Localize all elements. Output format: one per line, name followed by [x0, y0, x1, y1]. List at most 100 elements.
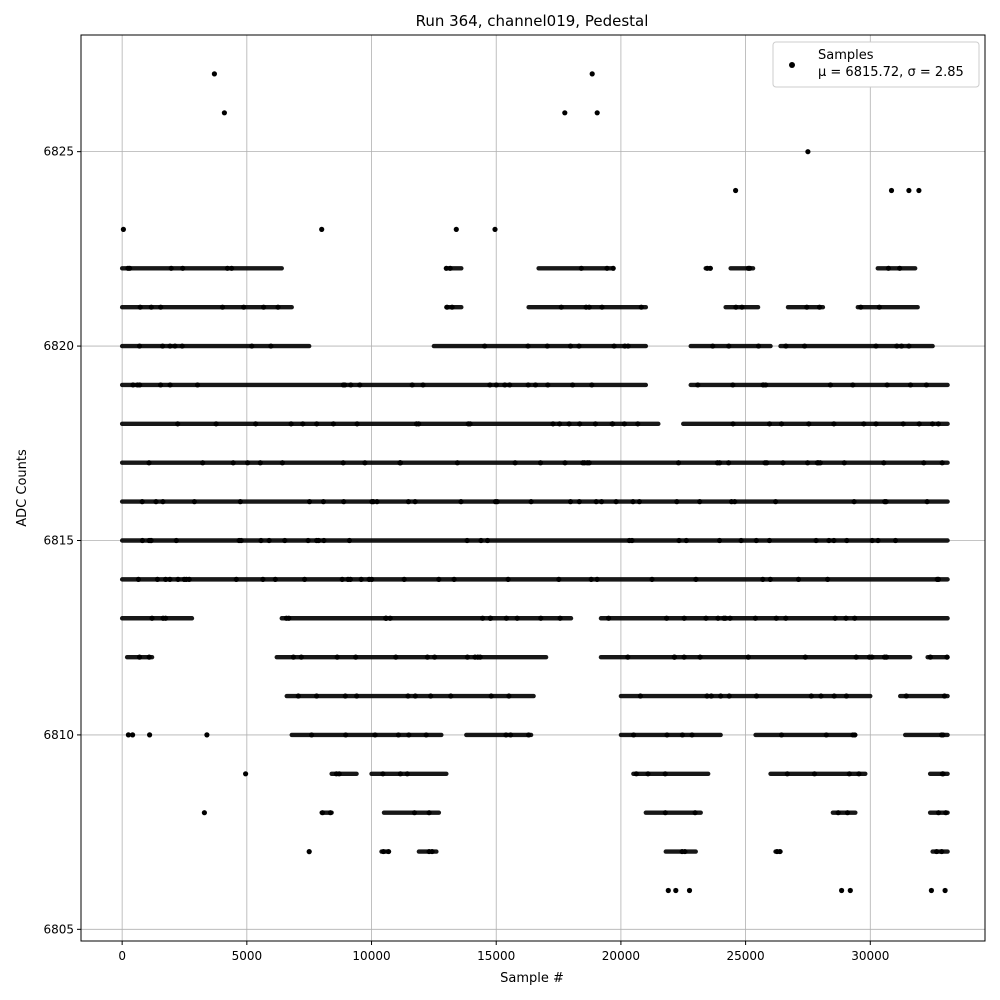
- data-point: [727, 615, 733, 621]
- x-axis-label: Sample #: [500, 971, 564, 986]
- data-point: [753, 537, 759, 544]
- data-point: [512, 460, 518, 466]
- data-point: [492, 226, 498, 232]
- data-point: [738, 537, 744, 544]
- data-point: [584, 460, 590, 466]
- data-point: [927, 654, 934, 660]
- data-point: [578, 265, 584, 271]
- data-point: [290, 654, 296, 660]
- data-point: [881, 460, 887, 466]
- data-point: [726, 343, 732, 349]
- data-point: [282, 537, 288, 544]
- data-point: [321, 537, 327, 544]
- data-point: [272, 576, 278, 582]
- data-point: [686, 887, 693, 894]
- data-point: [610, 265, 616, 271]
- data-point: [939, 771, 946, 777]
- data-point: [480, 615, 486, 621]
- data-point: [773, 499, 779, 505]
- data-point: [458, 499, 464, 505]
- data-point: [508, 732, 514, 738]
- data-point: [404, 771, 410, 777]
- data-point: [314, 421, 320, 427]
- data-point: [372, 732, 378, 738]
- data-point: [832, 615, 838, 621]
- data-point: [637, 693, 644, 699]
- data-point: [405, 693, 411, 699]
- data-point: [760, 382, 766, 388]
- data-point: [493, 382, 499, 388]
- data-point: [804, 304, 810, 310]
- data-point: [894, 343, 900, 349]
- data-point: [916, 187, 922, 194]
- data-point: [453, 226, 459, 232]
- data-point: [465, 421, 471, 427]
- data-point: [588, 576, 594, 582]
- data-point: [730, 421, 736, 427]
- data-point: [237, 499, 243, 505]
- data-point: [201, 810, 207, 816]
- data-point: [298, 654, 304, 660]
- data-point: [662, 771, 668, 777]
- data-point: [401, 576, 407, 582]
- data-point: [346, 537, 352, 544]
- sample-band: [119, 537, 950, 544]
- data-point: [853, 654, 859, 660]
- data-point: [374, 499, 380, 505]
- data-point: [708, 693, 714, 699]
- data-point: [861, 421, 867, 427]
- data-point: [739, 304, 745, 310]
- data-point: [353, 654, 359, 660]
- data-point: [334, 654, 340, 660]
- data-point: [125, 732, 131, 738]
- data-point: [826, 537, 832, 544]
- data-point: [160, 615, 166, 621]
- data-point: [721, 615, 727, 621]
- sample-band: [329, 771, 950, 777]
- data-point: [300, 421, 306, 427]
- data-point: [683, 537, 689, 544]
- data-point: [229, 265, 235, 271]
- sample-band: [119, 499, 950, 505]
- data-point: [943, 810, 949, 816]
- y-tick-label: 6820: [43, 339, 74, 353]
- legend-marker: [789, 62, 795, 68]
- data-point: [526, 732, 532, 738]
- data-point: [844, 537, 850, 544]
- data-point: [306, 499, 313, 505]
- data-point: [120, 226, 126, 232]
- data-point: [393, 654, 399, 660]
- data-point: [674, 499, 680, 505]
- data-point: [556, 576, 562, 582]
- data-point: [935, 421, 942, 427]
- data-point: [745, 654, 751, 660]
- data-point: [843, 615, 849, 621]
- data-point: [191, 499, 197, 505]
- data-point: [175, 421, 181, 427]
- data-point: [148, 537, 154, 544]
- sample-band: [119, 343, 935, 349]
- data-point: [358, 576, 364, 582]
- data-point: [173, 537, 179, 544]
- data-point: [935, 576, 942, 582]
- data-point: [629, 537, 635, 544]
- data-point: [816, 304, 823, 310]
- data-point: [732, 499, 738, 505]
- data-point: [753, 693, 760, 699]
- x-tick-label: 30000: [851, 949, 889, 963]
- data-point: [130, 382, 136, 388]
- data-point: [319, 226, 325, 232]
- data-point: [671, 654, 678, 660]
- data-point: [594, 110, 600, 116]
- data-point: [423, 732, 429, 738]
- data-point: [693, 576, 699, 582]
- data-point: [873, 421, 879, 427]
- data-point: [167, 382, 173, 388]
- data-point: [369, 499, 375, 505]
- sample-band: [319, 810, 950, 816]
- data-point: [538, 615, 544, 621]
- y-tick-label: 6805: [43, 922, 74, 936]
- data-point: [767, 576, 773, 582]
- data-point: [929, 421, 936, 427]
- data-point: [160, 499, 166, 505]
